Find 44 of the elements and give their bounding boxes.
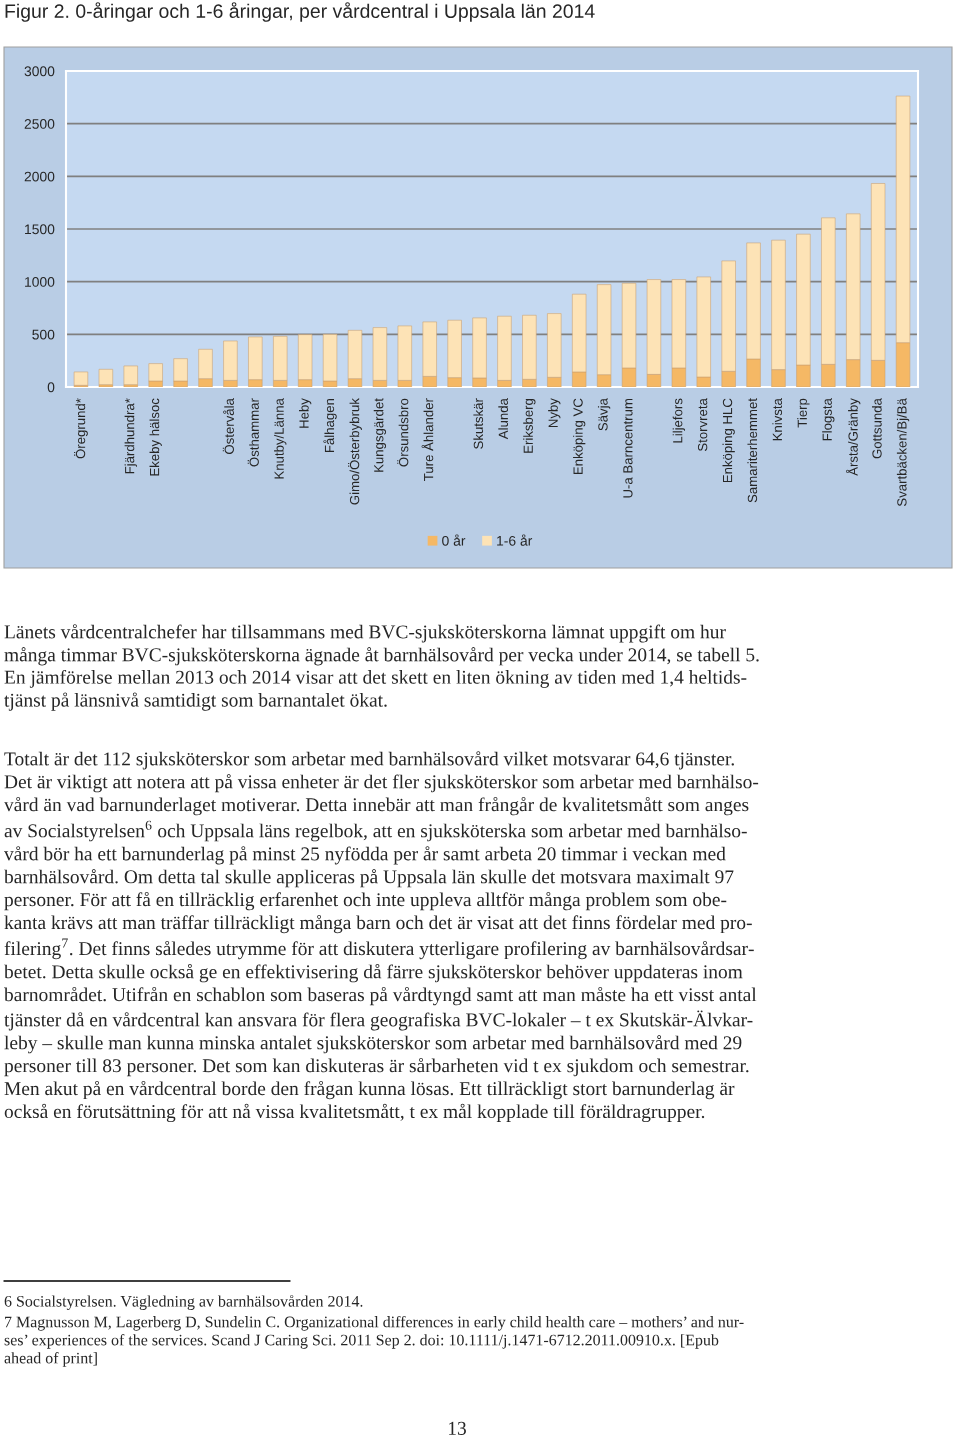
x-tick-label: U-a Barncentrum bbox=[623, 398, 633, 498]
x-tick-label: Eriksberg bbox=[523, 398, 536, 453]
y-tick-label: 1500 bbox=[25, 224, 55, 235]
x-tick-label: Tierp bbox=[797, 398, 810, 428]
y-tick-label: 2500 bbox=[24, 119, 55, 129]
x-tick-label: Alunda bbox=[498, 398, 508, 440]
x-tick-label: Gimo/Österbybruk bbox=[348, 398, 362, 505]
y-tick-label: 1000 bbox=[25, 277, 55, 287]
x-tick-label: Samariterhemmet bbox=[747, 398, 758, 503]
legend-label: 0 år bbox=[442, 534, 466, 546]
chart-title: Figur 2. 0-åringar och 1-6 åringar, per vårdcentral i Uppsala län 2014 bbox=[5, 2, 595, 22]
y-tick-label: 0 bbox=[47, 382, 55, 393]
x-tick-label: Sävja bbox=[597, 398, 611, 431]
x-tick-label: Ekeby hälsoc bbox=[149, 398, 162, 476]
text: 13 bbox=[448, 1421, 466, 1435]
x-tick-label: Kungsgärdet bbox=[373, 398, 387, 472]
x-tick-label: Örsundsbro bbox=[397, 398, 409, 467]
x-tick-label: Enköping VC bbox=[573, 398, 586, 475]
x-tick-label: Nyby bbox=[548, 398, 561, 428]
x-tick-label: Svartbäcken/Bj/Bä bbox=[896, 398, 910, 507]
x-tick-label: Fålhagen bbox=[323, 398, 337, 453]
x-tick-label: Heby bbox=[299, 398, 312, 428]
x-tick-label: Öregrund* bbox=[74, 398, 88, 459]
x-tick-label: Östervåla bbox=[222, 398, 234, 454]
x-tick-label: Östhammar bbox=[247, 398, 259, 467]
y-tick-label: 2000 bbox=[24, 171, 55, 182]
x-tick-label: Knutby/Länna bbox=[274, 398, 287, 479]
text: Totalt är det 112 sjuksköterskor som arbetar med barnhälsovård vilket motsvarar 64,6 tjänster. Det är viktigt att notera att på vissa enheter är det fler sjuksköterskor som arbetar med barnhälso- vård än vad barnunderlaget motiverar. Detta innebär att man frångår de kvalitetsmått som anges av Socialstyrelsen$^{6}$ och Uppsala läns regelbok, att en sjuksköterska som arbetar med barnhälso- vård bör ha ett barnunderlag på minst 25 nyfödda per år samt arbeta 20 timmar i veckan med barnhälsovård. Om detta tal skulle appliceras på Uppsala län skulle det motsvara maximalt 97 personer. För att få en tillräcklig erfarenhet och inte uppleva alltför många problem som obe- kanta krävs att man träffar tillräckligt många barn och det är visat att det finns fördelar med pro- filering$^{7}$. Det finns således utrymme för att diskutera ytterligare profilering av barnhälsovårdsar- betet. Detta skulle också ge en effektivisering då färre sjuksköterskor behöver uppdateras inom barnområdet. Utifrån en schablon som baseras på vårdtyngd samt att man måste ha ett visst antal tjänster då en vårdcentral kan ansvara för flera geografiska BVC-lokaler – t ex Skutskär-Älvkar- leby – skulle man kunna minska antalet sjuksköterskor som arbetar med barnhälsovård med 29 personer till 83 personer. Det som kan diskuteras är sårbarheten vid t ex sjukdom och semestrar. Men akut på en vårdcentral borde den frågan kunna lösas. Ett tillräckligt stort barnunderlag är också en förutsättning för att nå vissa kvalitetsmått, t ex mål kopplade till föräldragrupper. bbox=[4, 751, 759, 1123]
x-tick-label: Enköping HLC bbox=[722, 398, 735, 483]
x-tick-label: Flogsta bbox=[822, 398, 835, 441]
x-tick-label: Knivsta bbox=[772, 398, 783, 441]
y-tick-label: 500 bbox=[32, 329, 55, 340]
x-tick-label: Skutskär bbox=[473, 398, 484, 449]
y-tick-label: 3000 bbox=[24, 66, 55, 77]
text: Länets vårdcentralchefer har tillsammans med BVC-sjuksköterskorna lämnat uppgift om hur många timmar BVC-sjuksköterskorna ägnade åt barnhälsovård per vecka under 2014, se tabell 5. En jämförelse mellan 2013 och 2014 visar att det skett en liten ökning av tiden med 1,4 heltids- tjänst på länsnivå samtidigt som barnantalet ökat. bbox=[4, 624, 759, 711]
text: 7 Magnusson M, Lagerberg D, Sundelin C. Organizational differences in early child health care – mothers’ and nur- ses’ experiences of the services. Scand J Caring Sci. 2011 Sep 2. doi: 10.1111/j.1471-6712.2011.00910.x. [Epub ahead of print] bbox=[4, 1315, 744, 1367]
text: 6 Socialstyrelsen. Vägledning av barnhälsovården 2014. bbox=[4, 1294, 363, 1310]
x-tick-label: Ture Åhlander bbox=[421, 398, 434, 481]
x-tick-label: Storvreta bbox=[697, 398, 708, 452]
x-tick-label: Fjärdhundra* bbox=[124, 398, 137, 474]
legend-label: 1-6 år bbox=[497, 534, 533, 546]
x-tick-label: Gottsunda bbox=[871, 398, 882, 459]
x-tick-label: Årsta/Gränby bbox=[846, 398, 861, 476]
x-tick-label: Liljefors bbox=[672, 398, 685, 443]
